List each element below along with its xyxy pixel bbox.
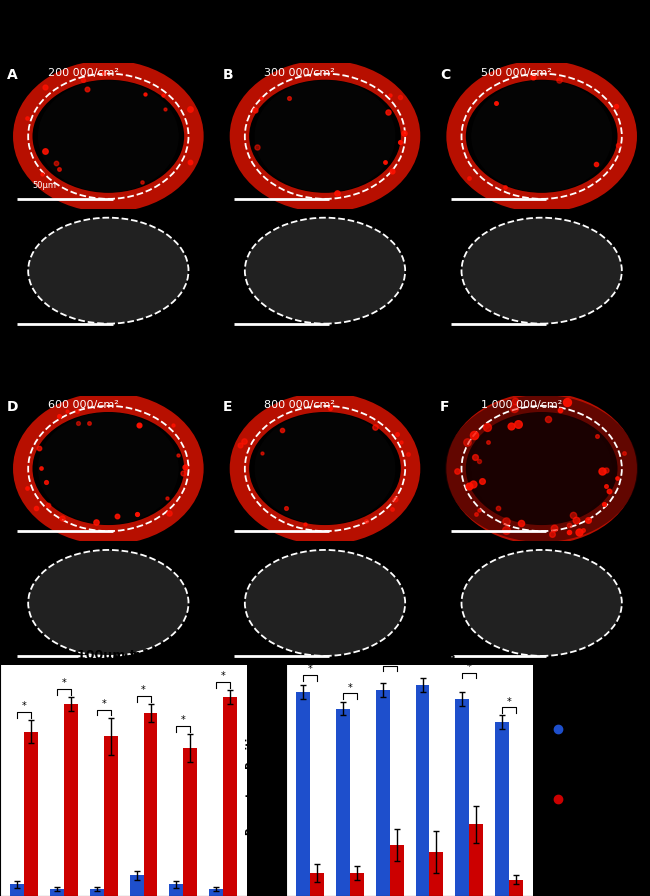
Text: SOX2+
SOX9+: SOX2+ SOX9+: [575, 719, 608, 740]
Bar: [336, 709, 350, 896]
Text: 200 000/cm²: 200 000/cm²: [47, 68, 118, 78]
Text: *: *: [101, 699, 106, 709]
Ellipse shape: [245, 218, 405, 323]
Text: *: *: [347, 683, 352, 693]
Text: 1 000 000/cm²: 1 000 000/cm²: [481, 401, 562, 410]
Bar: [64, 704, 78, 896]
Bar: [509, 880, 523, 896]
Text: *: *: [221, 671, 226, 681]
Bar: [469, 824, 484, 896]
Bar: [103, 737, 118, 896]
Text: D: D: [6, 401, 18, 414]
Ellipse shape: [462, 218, 622, 323]
Ellipse shape: [38, 81, 179, 193]
Bar: [495, 722, 509, 896]
Text: 500 000/cm²: 500 000/cm²: [481, 68, 552, 78]
Ellipse shape: [471, 81, 612, 193]
Bar: [389, 845, 404, 896]
Bar: [24, 732, 38, 896]
Ellipse shape: [245, 550, 405, 656]
Text: *: *: [507, 697, 512, 707]
Bar: [223, 697, 237, 896]
Bar: [129, 875, 144, 896]
Text: H: H: [237, 641, 250, 655]
Text: *: *: [141, 685, 146, 695]
Text: *: *: [181, 715, 186, 725]
Ellipse shape: [38, 412, 179, 524]
Bar: [296, 693, 310, 896]
Bar: [209, 889, 223, 896]
Bar: [170, 884, 183, 896]
Text: 600 000/cm²: 600 000/cm²: [47, 401, 118, 410]
Text: B: B: [223, 68, 234, 82]
Text: F: F: [440, 401, 449, 414]
Text: SOX9+: SOX9+: [575, 794, 608, 804]
Ellipse shape: [462, 550, 622, 656]
Text: C: C: [440, 68, 450, 82]
Bar: [350, 873, 364, 896]
Title: 100μm tubes: 100μm tubes: [77, 649, 170, 662]
Ellipse shape: [471, 412, 612, 524]
Bar: [90, 889, 103, 896]
Ellipse shape: [28, 218, 188, 323]
Bar: [310, 873, 324, 896]
Text: A: A: [6, 68, 18, 82]
Bar: [183, 748, 198, 896]
Ellipse shape: [445, 395, 638, 542]
Bar: [144, 713, 157, 896]
Bar: [10, 884, 24, 896]
Text: 300 000/cm²: 300 000/cm²: [265, 68, 335, 78]
Text: 800 000/cm²: 800 000/cm²: [265, 401, 335, 410]
Y-axis label: Percentage Positive: Percentage Positive: [246, 725, 256, 835]
Ellipse shape: [255, 81, 395, 193]
Text: E: E: [223, 401, 233, 414]
Bar: [376, 690, 389, 896]
Text: *: *: [427, 646, 432, 656]
Bar: [456, 699, 469, 896]
Bar: [430, 852, 443, 896]
Text: *: *: [21, 702, 26, 711]
Text: *: *: [467, 662, 472, 672]
Text: *: *: [307, 664, 312, 675]
Ellipse shape: [28, 550, 188, 656]
Text: 50μm: 50μm: [32, 181, 57, 190]
Text: *: *: [61, 678, 66, 688]
Ellipse shape: [255, 412, 395, 524]
Bar: [415, 685, 430, 896]
Text: *: *: [387, 655, 392, 665]
Bar: [50, 889, 64, 896]
Title: 400μm tubes: 400μm tubes: [363, 649, 456, 662]
